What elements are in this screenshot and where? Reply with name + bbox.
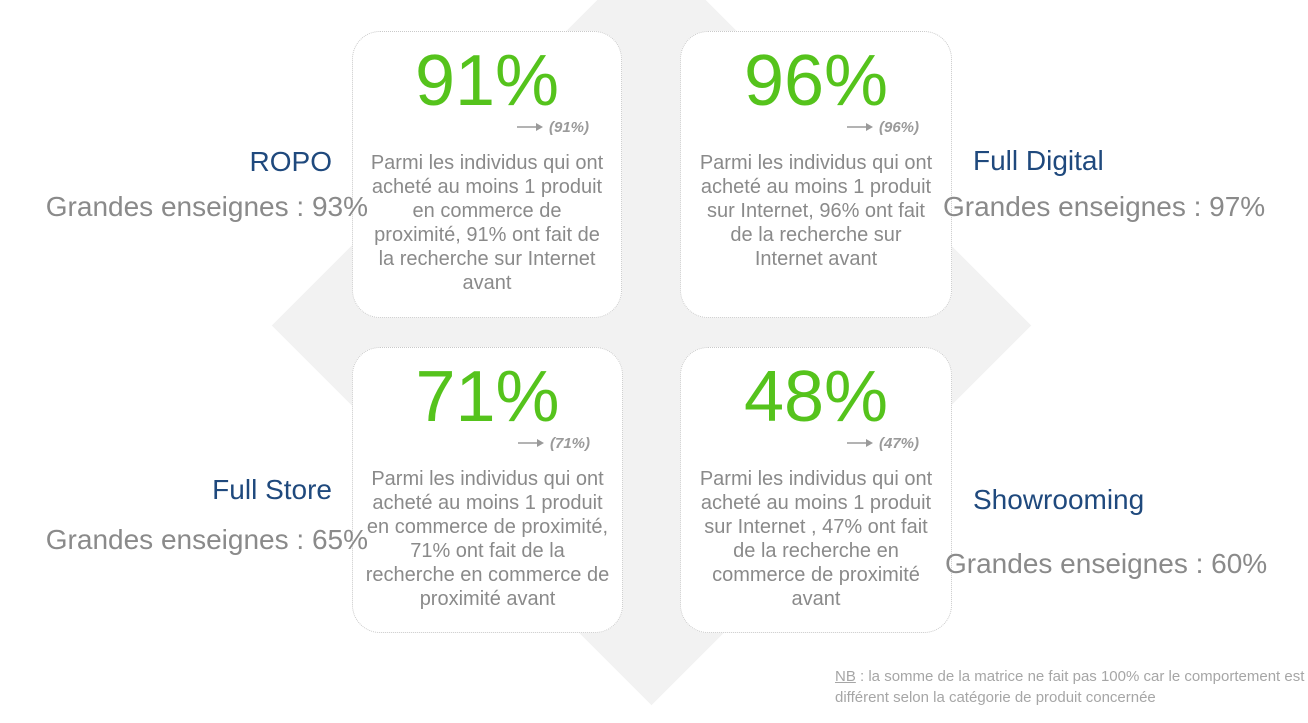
stat-card-ropo: 91% (91%) Parmi les individus qui ont ac…: [352, 31, 622, 318]
percent-note-row: (47%): [846, 435, 919, 453]
arrow-right-icon: [846, 119, 874, 137]
footnote-nb-label: NB: [835, 668, 856, 685]
percent-note-row: (91%): [516, 119, 589, 137]
percent-description: Parmi les individus qui ont acheté au mo…: [699, 467, 933, 610]
arrow-right-icon: [517, 435, 545, 453]
percent-note: (91%): [548, 119, 589, 137]
footnote-text: : la somme de la matrice ne fait pas 100…: [835, 668, 1305, 706]
quadrant-subtitle-full-store: Grandes enseignes : 65%: [45, 524, 368, 555]
stat-card-showrooming: 48% (47%) Parmi les individus qui ont ac…: [680, 347, 952, 633]
quadrant-title-full-store: Full Store: [212, 474, 332, 505]
quadrant-title-ropo: ROPO: [249, 146, 332, 177]
percent-note: (96%): [878, 119, 919, 137]
stat-card-full-store: 71% (71%) Parmi les individus qui ont ac…: [352, 347, 623, 633]
percent-value: 96%: [743, 41, 889, 121]
arrow-right-icon: [516, 119, 544, 137]
percent-description: Parmi les individus qui ont acheté au mo…: [365, 467, 610, 610]
percent-note: (47%): [878, 435, 919, 453]
percent-value: 71%: [415, 357, 560, 437]
quadrant-title-full-digital: Full Digital: [973, 145, 1104, 176]
percent-note-row: (96%): [846, 119, 919, 137]
percent-note: (71%): [549, 435, 590, 453]
quadrant-subtitle-full-digital: Grandes enseignes : 97%: [943, 191, 1266, 222]
quadrant-subtitle-ropo: Grandes enseignes : 93%: [45, 191, 368, 222]
percent-description: Parmi les individus qui ont acheté au mo…: [370, 151, 604, 294]
percent-description: Parmi les individus qui ont acheté au mo…: [699, 151, 933, 270]
quadrant-title-showrooming: Showrooming: [973, 484, 1145, 515]
percent-value: 91%: [414, 41, 560, 121]
stat-card-full-digital: 96% (96%) Parmi les individus qui ont ac…: [680, 31, 952, 318]
quadrant-subtitle-showrooming: Grandes enseignes : 60%: [945, 548, 1268, 579]
arrow-right-icon: [846, 435, 874, 453]
percent-note-row: (71%): [517, 435, 590, 453]
footnote: NB : la somme de la matrice ne fait pas …: [835, 666, 1308, 708]
percent-value: 48%: [743, 357, 889, 437]
